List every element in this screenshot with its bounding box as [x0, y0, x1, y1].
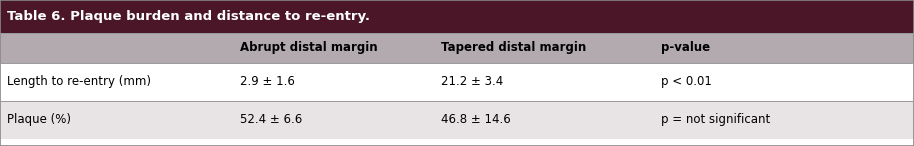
- Text: 46.8 ± 14.6: 46.8 ± 14.6: [441, 113, 511, 126]
- Text: Abrupt distal margin: Abrupt distal margin: [240, 41, 378, 54]
- Bar: [0, 33, 914, 63]
- Text: 2.9 ± 1.6: 2.9 ± 1.6: [240, 75, 295, 88]
- Text: 52.4 ± 6.6: 52.4 ± 6.6: [240, 113, 303, 126]
- Text: 21.2 ± 3.4: 21.2 ± 3.4: [441, 75, 504, 88]
- Text: Plaque (%): Plaque (%): [7, 113, 71, 126]
- Text: Table 6. Plaque burden and distance to re-entry.: Table 6. Plaque burden and distance to r…: [7, 10, 370, 23]
- Bar: [0, 63, 914, 101]
- Text: p = not significant: p = not significant: [661, 113, 771, 126]
- Text: Length to re-entry (mm): Length to re-entry (mm): [7, 75, 152, 88]
- Text: p-value: p-value: [661, 41, 710, 54]
- Text: p < 0.01: p < 0.01: [661, 75, 712, 88]
- Bar: [0, 101, 914, 139]
- Text: Tapered distal margin: Tapered distal margin: [441, 41, 587, 54]
- Bar: [0, 0, 914, 33]
